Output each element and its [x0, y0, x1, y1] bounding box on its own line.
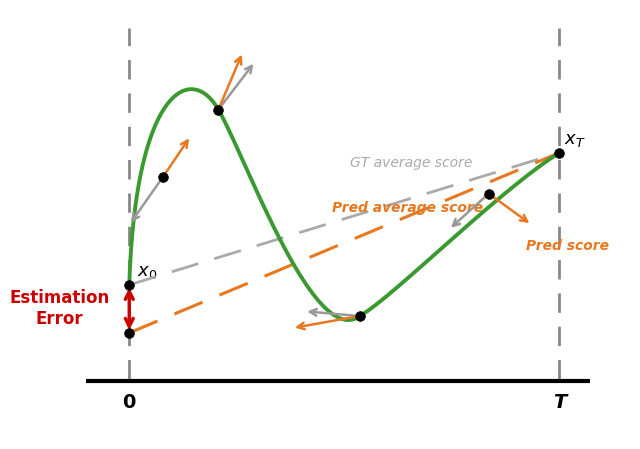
Text: $x_T$: $x_T$ — [564, 131, 586, 149]
Text: $x_0$: $x_0$ — [137, 263, 157, 281]
Text: Pred score: Pred score — [525, 239, 609, 253]
Text: T: T — [553, 393, 566, 412]
Text: 0: 0 — [123, 393, 136, 412]
Text: Estimation
Error: Estimation Error — [10, 290, 109, 328]
Text: Pred average score: Pred average score — [332, 201, 483, 215]
Text: GT average score: GT average score — [351, 155, 473, 170]
